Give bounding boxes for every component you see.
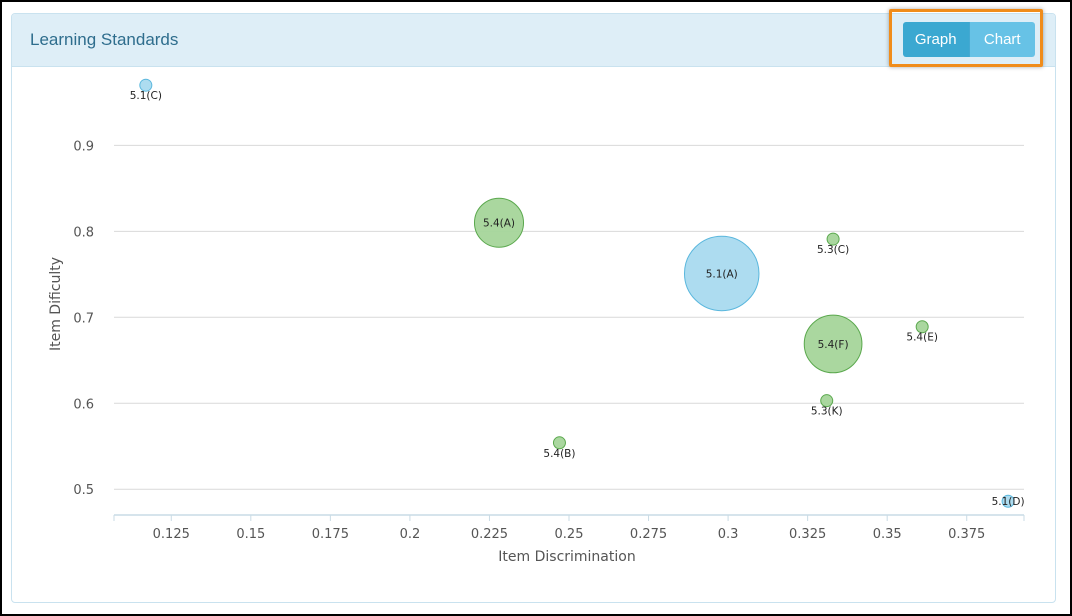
x-tick-label: 0.175 bbox=[312, 527, 349, 542]
y-tick-label: 0.6 bbox=[73, 397, 94, 412]
x-tick-label: 0.2 bbox=[400, 527, 421, 542]
bubble-label: 5.3(K) bbox=[811, 406, 843, 418]
y-tick-label: 0.8 bbox=[73, 225, 94, 240]
bubble-51a bbox=[683, 235, 760, 312]
x-axis-title: Item Discrimination bbox=[498, 549, 635, 565]
x-tick-label: 0.325 bbox=[789, 527, 826, 542]
bubble-54e bbox=[915, 320, 929, 334]
panel-header: Learning Standards bbox=[12, 14, 1055, 67]
x-tick-label: 0.275 bbox=[630, 527, 667, 542]
x-tick-label: 0.35 bbox=[873, 527, 902, 542]
y-axis-title: Item Dificulty bbox=[48, 257, 64, 351]
x-tick-label: 0.125 bbox=[153, 527, 190, 542]
y-tick-label: 0.5 bbox=[73, 483, 94, 498]
bubble-54f bbox=[803, 314, 863, 374]
bubble-54b bbox=[552, 436, 566, 450]
grid-layer bbox=[114, 144, 1024, 490]
x-tick-label: 0.3 bbox=[718, 527, 739, 542]
axis-layer: 0.5 0.6 0.7 0.8 0.9 0.125 0.15 0.175 0.2 0.225 0.2… bbox=[73, 139, 1025, 542]
bubble-51c bbox=[139, 78, 153, 92]
x-tick-label: 0.15 bbox=[236, 527, 265, 542]
bubble-layer: 5.1(C) 5.4(A) 5.1(A) 5.3(C) 5.4(F) 5.4(E) 5.3(… bbox=[130, 78, 1025, 508]
bubble-label: 5.4(E) bbox=[906, 332, 938, 344]
x-tick-label: 0.375 bbox=[948, 527, 985, 542]
graph-button[interactable]: Graph bbox=[903, 22, 969, 57]
bubble-label: 5.1(A) bbox=[706, 268, 738, 280]
panel-title: Learning Standards bbox=[30, 30, 179, 49]
chart-button[interactable]: Chart bbox=[968, 22, 1035, 57]
bubble-label: 5.4(A) bbox=[483, 218, 515, 230]
bubble-label: 5.1(C) bbox=[130, 90, 162, 102]
bubble-54a bbox=[473, 197, 525, 248]
bubble-label: 5.3(C) bbox=[817, 244, 849, 256]
bubble-label: 5.1(D) bbox=[992, 496, 1025, 508]
y-tick-label: 0.7 bbox=[73, 311, 94, 326]
learning-standards-panel: Learning Standards bbox=[11, 13, 1056, 603]
y-tick-label: 0.9 bbox=[73, 139, 94, 154]
bubble-51d bbox=[1001, 494, 1015, 508]
bubble-53k bbox=[820, 394, 834, 408]
bubble-label: 5.4(F) bbox=[818, 339, 849, 351]
toggle-highlight-box bbox=[889, 9, 1043, 67]
view-toggle: Graph Chart bbox=[903, 22, 1035, 57]
bubble-label: 5.4(B) bbox=[543, 448, 575, 460]
x-tick-label: 0.25 bbox=[555, 527, 584, 542]
bubble-53c bbox=[826, 232, 840, 246]
x-tick-label: 0.225 bbox=[471, 527, 508, 542]
